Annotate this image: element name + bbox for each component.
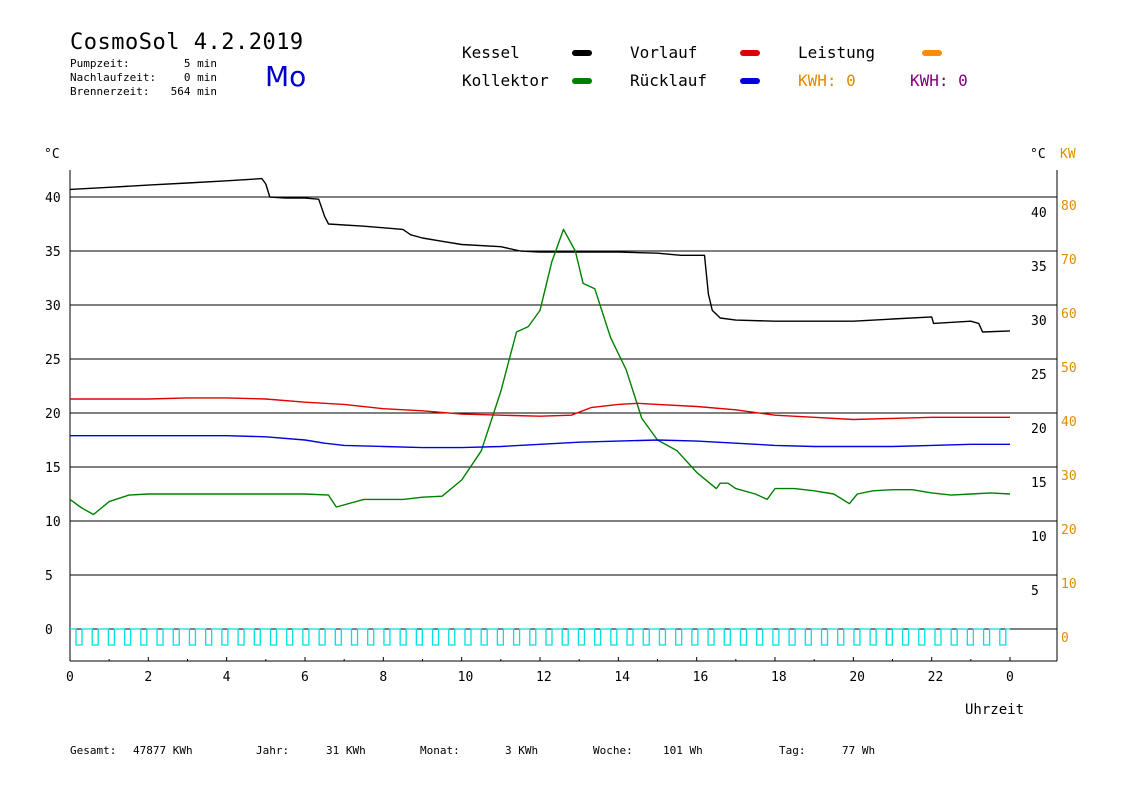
info-label-pumpzeit: Pumpzeit: [70,57,130,70]
pump-activity-line [70,628,1010,646]
y2-tick-label-30: 30 [1031,314,1047,329]
x-tick-label-9: 18 [771,670,787,685]
y2-tick-label-15: 15 [1031,476,1047,491]
info-value-pumpzeit: 5 min [183,57,217,70]
series-line-kollektor [69,228,1011,516]
info-label-nachlaufzeit: Nachlaufzeit: [70,71,157,84]
info-value-brennerzeit: 564 min [170,85,217,98]
legend-label-ruecklauf: Rücklauf [630,71,708,90]
footer-monat-value: 3 KWh [505,744,539,757]
x-tick-label-4: 8 [379,670,387,685]
x-tick-label-10: 20 [849,670,865,685]
x-tick-label-5: 10 [458,670,474,685]
y2-tick-label-10: 10 [1031,530,1047,545]
kwh-purple-label: KWH: 0 [910,71,968,90]
kw-tick-label-80: 80 [1061,199,1077,214]
legend-swatch-kessel [572,50,592,56]
legend-label-kessel: Kessel [462,43,520,62]
legend-swatch-vorlauf [740,50,760,56]
kw-tick-label-10: 10 [1061,577,1077,592]
footer-jahr-label: Jahr: [256,744,290,757]
y-axis-unit-right: °C [1030,147,1046,162]
kw-tick-label-50: 50 [1061,361,1077,376]
kwh-orange-label: KWH: 0 [798,71,856,90]
legend-label-vorlauf: Vorlauf [630,43,698,62]
x-tick-label-2: 4 [223,670,231,685]
series-line-vorlauf [70,397,1010,421]
y2-tick-label-20: 20 [1031,422,1047,437]
x-tick-label-6: 12 [536,670,552,685]
app-title: CosmoSol 4.2.2019 [70,30,304,55]
y-tick-label-15: 15 [45,461,61,476]
footer-gesamt-value: 47877 KWh [133,744,193,757]
x-tick-label-7: 14 [614,670,630,685]
legend-label-leistung: Leistung [798,43,876,62]
kw-tick-label-20: 20 [1061,523,1077,538]
kw-tick-label-70: 70 [1061,253,1077,268]
footer-woche-label: Woche: [593,744,633,757]
y-axis-unit-left: °C [44,147,60,162]
y-tick-label-30: 30 [45,299,61,314]
kw-tick-label-60: 60 [1061,307,1077,322]
footer-woche-value: 101 Wh [663,744,703,757]
y-tick-label-40: 40 [45,191,61,206]
footer-tag-label: Tag: [779,744,806,757]
y2-tick-label-35: 35 [1031,260,1047,275]
info-label-brennerzeit: Brennerzeit: [70,85,150,98]
y-tick-label-0: 0 [45,623,53,638]
y-tick-label-10: 10 [45,515,61,530]
series-line-ruecklauf [70,435,1010,449]
legend-swatch-kollektor [572,78,592,84]
footer-monat-label: Monat: [420,744,460,757]
x-tick-label-12: 0 [1006,670,1014,685]
kw-tick-label-0: 0 [1061,631,1069,646]
y-tick-label-25: 25 [45,353,61,368]
legend-swatch-leistung [922,50,942,56]
app-name: CosmoSol [70,30,180,55]
y-tick-label-20: 20 [45,407,61,422]
legend-label-kollektor: Kollektor [462,71,549,90]
x-tick-label-3: 6 [301,670,309,685]
x-tick-label-0: 0 [66,670,74,685]
y-axis-unit-power: KW [1060,147,1076,162]
y2-tick-label-25: 25 [1031,368,1047,383]
y2-tick-label-40: 40 [1031,206,1047,221]
legend-swatch-ruecklauf [740,78,760,84]
footer-gesamt-label: Gesamt: [70,744,117,757]
footer-tag-value: 77 Wh [842,744,876,757]
kw-tick-label-30: 30 [1061,469,1077,484]
x-tick-label-8: 16 [693,670,709,685]
y-tick-label-35: 35 [45,245,61,260]
y2-tick-label-5: 5 [1031,584,1039,599]
footer-jahr-value: 31 KWh [326,744,366,757]
x-axis-label: Uhrzeit [965,702,1024,718]
y-tick-label-5: 5 [45,569,53,584]
date-label: 4.2.2019 [193,30,304,55]
kw-tick-label-40: 40 [1061,415,1077,430]
info-value-nachlaufzeit: 0 min [183,71,217,84]
x-tick-label-1: 2 [144,670,152,685]
series-line-kessel [69,177,1011,333]
weekday-label: Mo [265,60,307,93]
x-tick-label-11: 22 [928,670,944,685]
